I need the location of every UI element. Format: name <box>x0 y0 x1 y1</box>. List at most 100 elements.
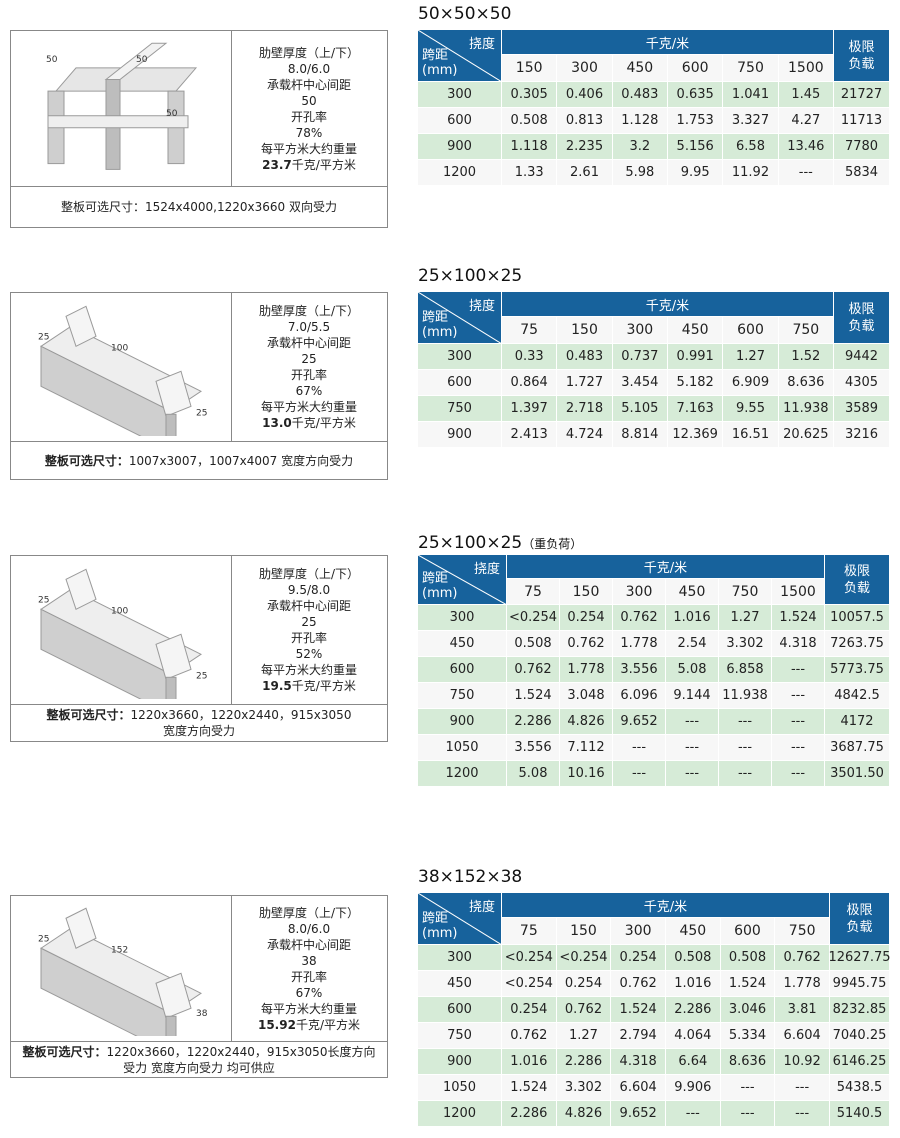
dimension-label: 25 <box>38 595 49 605</box>
title-text: 38×152×38 <box>418 867 523 887</box>
spec-line: 50 <box>301 93 317 108</box>
divider <box>231 293 232 441</box>
limit-cell: 7780 <box>834 134 890 160</box>
column-header: 450 <box>666 918 721 945</box>
corner-bottom: 跨距 (mm) <box>422 571 457 601</box>
title-text: 25×100×25 <box>418 533 523 553</box>
spec-text: 肋壁厚度（上/下） 8.0/6.0 承载杆中心间距 38 开孔率 67% 每平方米大约重量 1… <box>231 905 387 1033</box>
value-cell: <0.254 <box>502 945 557 971</box>
dimension-label: 100 <box>111 343 128 353</box>
column-header: 75 <box>502 317 558 344</box>
span-cell: 750 <box>418 683 507 709</box>
group-header: 千克/米 <box>502 893 830 918</box>
section-title: 50×50×50 <box>418 4 511 24</box>
value-cell: 9.144 <box>666 683 719 709</box>
value-cell: --- <box>613 735 666 761</box>
corner-top: 挠度 <box>473 562 500 577</box>
value-cell: 2.286 <box>666 997 721 1023</box>
corner-bottom: 跨距 (mm) <box>422 310 457 340</box>
value-cell: 1.778 <box>613 631 666 657</box>
value-cell: 0.864 <box>502 370 558 396</box>
column-header: 300 <box>612 317 668 344</box>
footer: 整板可选尺寸：1220x3660，1220x2440，915x3050 宽度方向受… <box>11 704 387 741</box>
spec-line: 承载杆中心间距 <box>266 599 351 613</box>
value-cell: 13.46 <box>778 134 834 160</box>
value-cell: 5.08 <box>507 761 560 787</box>
spec-line: 67% <box>295 985 323 1000</box>
limit-cell: 6146.25 <box>830 1049 890 1075</box>
value-cell: 9.55 <box>723 396 779 422</box>
footer-label: 整板可选尺寸： <box>22 1044 107 1059</box>
corner-cell: 挠度 跨距 (mm) <box>418 30 502 82</box>
spec-line: 每平方米大约重量 <box>260 663 357 677</box>
value-cell: --- <box>613 761 666 787</box>
column-header: 300 <box>613 579 666 605</box>
value-cell: 9.652 <box>611 1101 666 1127</box>
value-cell: 9.906 <box>666 1075 721 1101</box>
span-cell: 600 <box>418 997 502 1023</box>
spec-line: 肋壁厚度（上/下） <box>258 304 360 318</box>
bar <box>155 370 192 417</box>
corner-bottom-line: 跨距 <box>422 310 449 325</box>
column-header: 600 <box>723 317 779 344</box>
limit-cell: 7040.25 <box>830 1023 890 1049</box>
footer-line: 整板可选尺寸：1220x3660，1220x2440，915x3050 <box>47 707 352 723</box>
bar <box>155 972 192 1019</box>
value-cell: 0.991 <box>668 344 724 370</box>
diagonal <box>418 893 502 945</box>
footer-text: 整板可选尺寸：1524x4000,1220x3660 双向受力 <box>61 199 337 215</box>
group-header: 千克/米 <box>502 292 834 317</box>
spec-line: 8.0/6.0 <box>287 61 331 76</box>
value-cell: 1.27 <box>723 344 779 370</box>
column-header: 150 <box>556 918 612 945</box>
weight-unit: 千克/平方米 <box>291 679 356 693</box>
value-cell: --- <box>772 683 825 709</box>
bar <box>65 568 97 611</box>
limit-cell: 21727 <box>834 82 890 108</box>
value-cell: 6.604 <box>775 1023 830 1049</box>
limit-cell: 12627.75 <box>828 945 891 971</box>
span-cell: 900 <box>418 422 502 448</box>
span-cell: 1200 <box>418 761 507 787</box>
value-cell: 8.814 <box>612 422 668 448</box>
limit-cell: 4842.5 <box>825 683 890 709</box>
section-title: 25×100×25 <box>418 266 522 286</box>
value-cell: 8.636 <box>720 1049 776 1075</box>
corner-cell: 挠度 跨距 (mm) <box>418 893 502 945</box>
footer: 整板可选尺寸：1220x3660，1220x2440，915x3050长度方向受… <box>11 1041 387 1077</box>
corner-cell: 挠度 跨距 (mm) <box>418 292 502 344</box>
span-cell: 300 <box>418 344 502 370</box>
value-cell: 1.524 <box>507 683 560 709</box>
grating-drawing: 25 152 38 <box>38 907 208 1036</box>
value-cell: 0.508 <box>507 631 560 657</box>
value-cell: --- <box>778 160 834 186</box>
column-header: 150 <box>502 55 558 82</box>
value-cell: 0.254 <box>611 945 666 971</box>
corner-cell: 挠度跨距 (mm) <box>418 555 507 605</box>
spec-line: 9.5/8.0 <box>287 583 331 597</box>
spec-line: 开孔率 <box>290 368 327 382</box>
value-cell: 0.762 <box>560 631 613 657</box>
limit-cell: 4172 <box>825 709 890 735</box>
column-header: 75 <box>502 918 557 945</box>
value-cell: 1.27 <box>719 605 772 631</box>
limit-header: 极限 负载 <box>825 555 890 605</box>
spec-line: 7.0/5.5 <box>287 320 331 334</box>
limit-cell: 3589 <box>834 396 890 422</box>
limit-cell: 9442 <box>834 344 890 370</box>
value-cell: 0.762 <box>611 971 666 997</box>
corner-bottom-line: (mm) <box>422 586 458 601</box>
value-cell: --- <box>772 657 825 683</box>
value-cell: 0.305 <box>502 82 558 108</box>
value-cell: 8.636 <box>778 370 834 396</box>
value-cell: 1.128 <box>612 108 668 134</box>
footer-text: 整板可选尺寸：1220x3660，1220x2440，915x3050 宽度方向受… <box>47 707 352 739</box>
value-cell: 3.048 <box>560 683 613 709</box>
corner-bottom: 跨距 (mm) <box>422 911 457 941</box>
value-cell: 4.27 <box>778 108 834 134</box>
value-cell: 0.737 <box>612 344 668 370</box>
column-header: 750 <box>719 579 772 605</box>
value-cell: 1.778 <box>775 971 830 997</box>
value-cell: 0.406 <box>557 82 613 108</box>
